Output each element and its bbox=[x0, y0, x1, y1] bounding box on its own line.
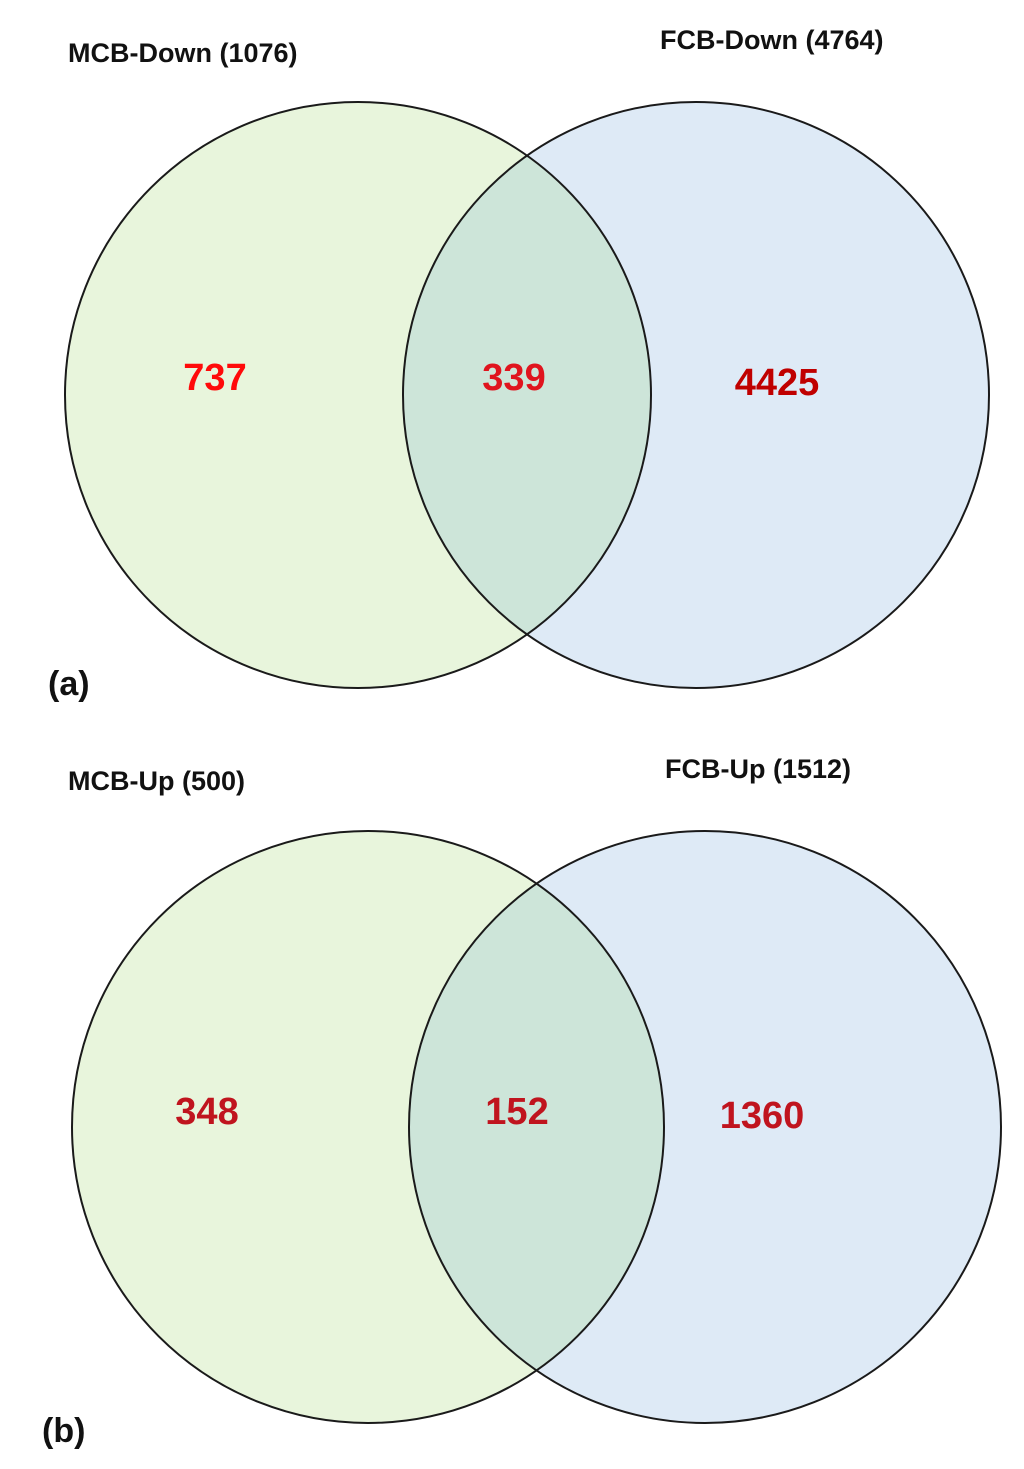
panel-label-b: (b) bbox=[42, 1412, 85, 1450]
count-left-only-a: 737 bbox=[183, 357, 246, 399]
count-overlap-b: 152 bbox=[485, 1091, 548, 1133]
count-overlap-a: 339 bbox=[482, 357, 545, 399]
set-label-mcb-down: MCB-Down (1076) bbox=[68, 38, 298, 68]
overlap-region-b bbox=[409, 831, 664, 1423]
set-label-mcb-up: MCB-Up (500) bbox=[68, 766, 245, 796]
set-label-fcb-up: FCB-Up (1512) bbox=[665, 754, 851, 784]
set-label-fcb-down: FCB-Down (4764) bbox=[660, 25, 884, 55]
count-right-only-b: 1360 bbox=[720, 1095, 805, 1137]
overlap-region-a bbox=[403, 102, 651, 688]
count-left-only-b: 348 bbox=[175, 1091, 238, 1133]
venn-panel-a: MCB-Down (1076) FCB-Down (4764) 737 339 … bbox=[48, 25, 990, 703]
venn-panel-b: MCB-Up (500) FCB-Up (1512) 348 152 1360 … bbox=[42, 754, 1002, 1450]
count-right-only-a: 4425 bbox=[735, 362, 820, 404]
panel-label-a: (a) bbox=[48, 665, 90, 703]
